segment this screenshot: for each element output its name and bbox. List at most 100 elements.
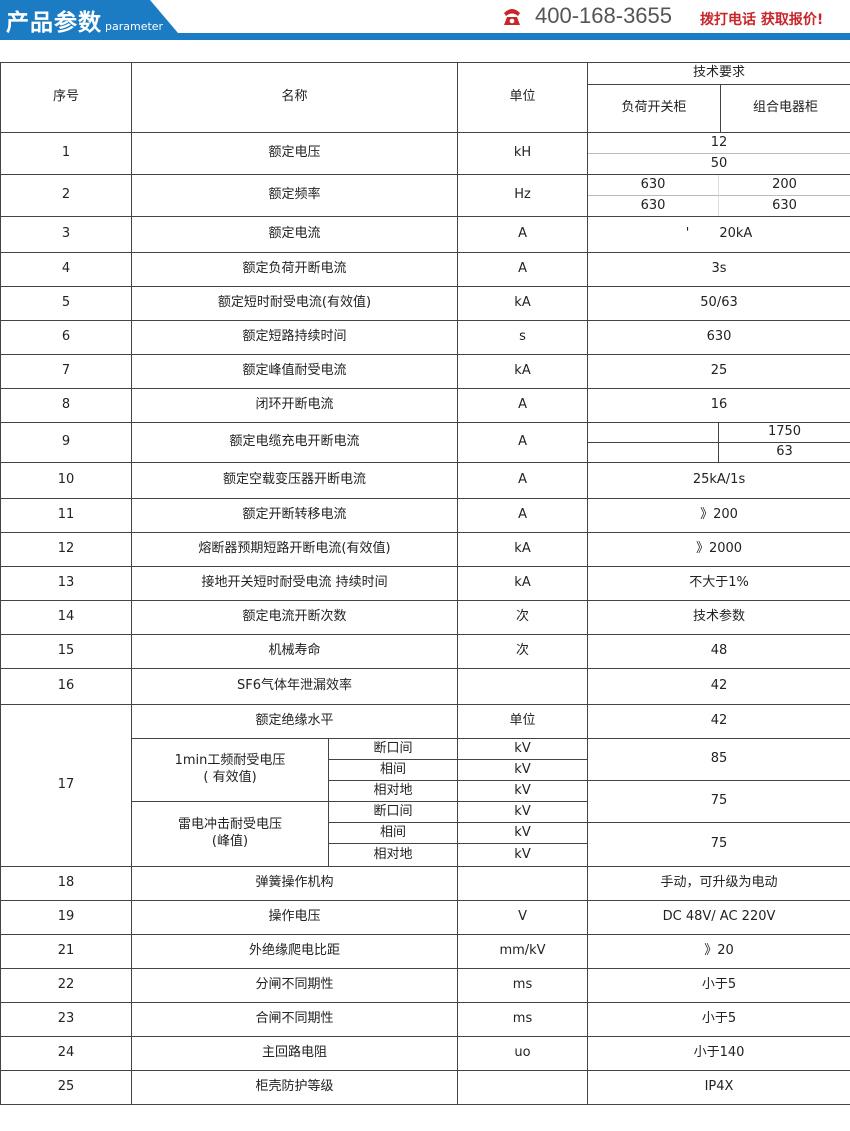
unit: kH (457, 132, 589, 175)
name: 额定频率 (130, 174, 459, 217)
unit (457, 866, 589, 901)
table-row: 6 额定短路持续时间 s 630 (0, 320, 850, 355)
table-row: 22 分闸不同期性 ms 小于5 (0, 968, 850, 1003)
name: 额定开断转移电流 (130, 498, 459, 533)
seq: 9 (0, 422, 132, 463)
unit: kV (457, 738, 589, 760)
header-seq: 序号 (0, 62, 132, 133)
name: 额定短时耐受电流(有效值) (130, 286, 459, 321)
name: 额定电缆充电开断电流 (130, 422, 459, 463)
seq: 18 (0, 866, 132, 901)
unit: Hz (457, 174, 589, 217)
unit: A (457, 252, 589, 287)
unit (457, 1070, 589, 1105)
unit: A (457, 216, 589, 253)
sub-item: 相间 (327, 822, 459, 844)
name: 弹簧操作机构 (130, 866, 459, 901)
table-row: 11 额定开断转移电流 A 》200 (0, 498, 850, 533)
unit (457, 668, 589, 705)
name: 熔断器预期短路开断电流(有效值) (130, 532, 459, 567)
value: 16 (587, 388, 850, 423)
table-row: 19 操作电压 V DC 48V/ AC 220V (0, 900, 850, 935)
table-row: 23 合闸不同期性 ms 小于5 (0, 1002, 850, 1037)
seq: 24 (0, 1036, 132, 1071)
unit: A (457, 462, 589, 499)
seq: 19 (0, 900, 132, 935)
table-row: 16 SF6气体年泄漏效率 42 (0, 668, 850, 705)
table-row: 25 柜壳防护等级 IP4X (0, 1070, 850, 1105)
value: ' 20kA (587, 216, 850, 253)
table-row: 10 额定空载变压器开断电流 A 25kA/1s (0, 462, 850, 499)
seq: 15 (0, 634, 132, 669)
value: 42 (587, 704, 850, 739)
group-power-frequency: 1min工频耐受电压( 有效值) (131, 738, 329, 802)
unit: kA (457, 354, 589, 389)
unit: 次 (457, 600, 589, 635)
table-row: 5 额定短时耐受电流(有效值) kA 50/63 (0, 286, 850, 321)
name: 额定负荷开断电流 (130, 252, 459, 287)
table-row: 8 闭环开断电流 A 16 (0, 388, 850, 423)
name: 额定电流开断次数 (130, 600, 459, 635)
value: 不大于1% (587, 566, 850, 601)
unit: kA (457, 566, 589, 601)
name: 柜壳防护等级 (130, 1070, 459, 1105)
table-row: 21 外绝缘爬电比距 mm/kV 》20 (0, 934, 850, 969)
unit: ms (457, 1002, 589, 1037)
header-tech: 技术要求 (587, 62, 850, 85)
name: SF6气体年泄漏效率 (130, 668, 459, 705)
unit: kV (457, 801, 589, 823)
name: 接地开关短时耐受电流 持续时间 (130, 566, 459, 601)
name: 操作电压 (130, 900, 459, 935)
table-row: 9 额定电缆充电开断电流 A 1750 63 (0, 422, 850, 463)
table-row: 18 弹簧操作机构 手动，可升级为电动 (0, 866, 850, 901)
seq: 25 (0, 1070, 132, 1105)
table-row: 7 额定峰值耐受电流 kA 25 (0, 354, 850, 389)
seq: 16 (0, 668, 132, 705)
value: 》200 (587, 498, 850, 533)
unit: 单位 (457, 704, 589, 739)
parameter-table: 序号 名称 单位 技术要求 负荷开关柜 组合电器柜 1 额定电压 kH 12 50… (0, 62, 850, 1105)
value: 1750 63 (587, 422, 850, 463)
value: 技术参数 (587, 600, 850, 635)
seq: 8 (0, 388, 132, 423)
seq: 12 (0, 532, 132, 567)
seq: 1 (0, 132, 132, 175)
seq: 4 (0, 252, 132, 287)
value: 》20 (587, 934, 850, 969)
value: 》2000 (587, 532, 850, 567)
name: 机械寿命 (130, 634, 459, 669)
value: 3s (587, 252, 850, 287)
unit: V (457, 900, 589, 935)
table-row: 13 接地开关短时耐受电流 持续时间 kA 不大于1% (0, 566, 850, 601)
seq: 13 (0, 566, 132, 601)
group-lightning-impulse: 雷电冲击耐受电压 (峰值) (131, 801, 329, 867)
value: 630 200 630 630 (587, 174, 850, 217)
value: 50/63 (587, 286, 850, 321)
table-row: 14 额定电流开断次数 次 技术参数 (0, 600, 850, 635)
sub-item: 相间 (327, 759, 459, 781)
unit: mm/kV (457, 934, 589, 969)
value: 85 (587, 738, 850, 781)
name: 额定电压 (130, 132, 459, 175)
seq: 17 (0, 704, 132, 867)
seq: 21 (0, 934, 132, 969)
name: 闭环开断电流 (130, 388, 459, 423)
seq: 7 (0, 354, 132, 389)
seq: 10 (0, 462, 132, 499)
table-row-17: 17 额定绝缘水平 单位 42 (0, 704, 850, 867)
seq: 2 (0, 174, 132, 217)
name: 额定峰值耐受电流 (130, 354, 459, 389)
name: 分闸不同期性 (130, 968, 459, 1003)
value: 42 (587, 668, 850, 705)
name: 外绝缘爬电比距 (130, 934, 459, 969)
phone-number: 400-168-3655 (535, 3, 673, 28)
table-row: 12 熔断器预期短路开断电流(有效值) kA 》2000 (0, 532, 850, 567)
seq: 5 (0, 286, 132, 321)
header-col-b: 组合电器柜 (720, 84, 850, 133)
value: 630 (587, 320, 850, 355)
unit: A (457, 498, 589, 533)
unit: A (457, 422, 589, 463)
header-col-a: 负荷开关柜 (587, 84, 722, 133)
seq: 14 (0, 600, 132, 635)
value: 小于5 (587, 968, 850, 1003)
